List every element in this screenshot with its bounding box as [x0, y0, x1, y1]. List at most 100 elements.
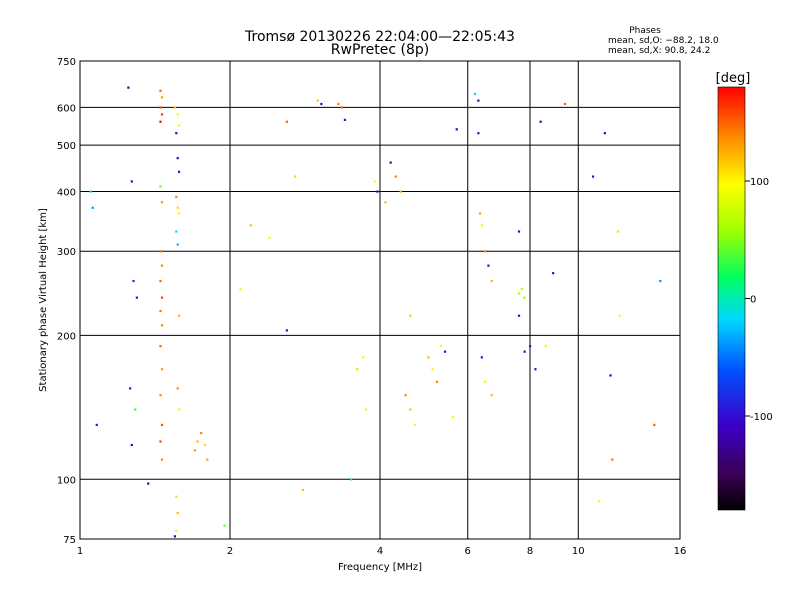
y-tick-labels: 75 100 200 300 400 500 600 750: [57, 57, 76, 546]
data-point: [177, 314, 181, 317]
data-point: [196, 440, 199, 443]
y-tick-label: 400: [57, 187, 76, 198]
data-point: [175, 195, 178, 198]
data-point: [451, 415, 455, 419]
colorbar-label: [deg]: [716, 71, 751, 86]
data-point: [409, 408, 412, 411]
data-point: [206, 458, 209, 461]
data-point: [373, 180, 376, 183]
data-point: [343, 118, 347, 122]
data-point: [517, 292, 521, 295]
data-point: [176, 243, 179, 246]
data-point: [203, 443, 206, 447]
data-point: [175, 529, 178, 533]
y-axis-label: Stationary phase Virtual Height [km]: [38, 208, 49, 392]
y-tick-label: 500: [57, 141, 76, 152]
data-point: [249, 224, 252, 227]
data-point: [239, 288, 242, 291]
chart-title: Tromsø 20130226 22:04:00—22:05:43: [244, 29, 515, 45]
data-point: [129, 387, 132, 390]
data-point: [301, 488, 305, 492]
data-point: [477, 132, 480, 135]
x-axis-label: Frequency [MHz]: [338, 562, 422, 573]
data-point: [389, 161, 392, 164]
data-point: [356, 368, 359, 371]
data-point: [95, 423, 98, 427]
data-point: [177, 170, 181, 173]
data-point: [439, 345, 443, 348]
data-point: [523, 350, 526, 353]
data-point: [160, 458, 164, 461]
data-point: [431, 368, 434, 371]
y-tick-label: 750: [57, 57, 76, 68]
data-point: [200, 431, 203, 435]
data-point: [435, 380, 438, 383]
x-tick-label: 6: [465, 546, 471, 557]
data-point: [609, 374, 612, 377]
data-point: [223, 524, 226, 527]
data-point: [160, 96, 164, 99]
data-point: [160, 423, 164, 427]
data-point: [91, 206, 94, 209]
data-point: [159, 250, 162, 253]
phase-box-line2: mean, sd,X: 90.8, 24.2: [608, 46, 710, 56]
data-point: [176, 387, 179, 390]
data-point: [159, 309, 162, 313]
data-point: [484, 250, 487, 253]
data-point: [135, 296, 138, 299]
colorbar-tick-label: 0: [750, 295, 756, 306]
data-point: [173, 535, 177, 538]
x-tick-label: 10: [572, 546, 585, 557]
data-point: [477, 99, 480, 102]
data-point: [455, 128, 458, 131]
data-point: [316, 99, 319, 102]
data-point: [159, 394, 162, 397]
data-point: [177, 408, 181, 411]
x-tick-labels: 1 2 4 6 8 10 16: [77, 546, 687, 557]
x-tick-label: 16: [674, 546, 687, 557]
data-point: [175, 230, 178, 233]
data-point: [159, 440, 162, 443]
data-point: [160, 113, 164, 116]
data-points: [89, 86, 662, 538]
data-point: [529, 345, 532, 348]
x-tick-label: 8: [527, 546, 533, 557]
data-point: [591, 175, 595, 178]
data-point: [193, 449, 197, 452]
data-point: [539, 120, 542, 123]
colorbar-ticks: 100 0 -100: [745, 177, 773, 423]
data-point: [159, 106, 162, 109]
data-point: [130, 443, 133, 447]
data-point: [552, 272, 555, 275]
grid-lines: [80, 61, 680, 539]
data-point: [177, 212, 181, 215]
data-point: [362, 356, 365, 359]
data-point: [404, 394, 407, 397]
y-tick-label: 600: [57, 103, 76, 114]
data-point: [480, 356, 483, 359]
data-point: [413, 423, 417, 427]
data-point: [409, 314, 412, 317]
data-point: [618, 314, 621, 317]
data-point: [350, 478, 353, 481]
data-point: [399, 190, 402, 193]
data-point: [544, 345, 547, 348]
data-point: [159, 185, 162, 188]
y-tick-label: 100: [57, 475, 76, 486]
data-point: [176, 206, 179, 209]
colorbar-tick-label: -100: [750, 412, 773, 423]
data-point: [160, 264, 164, 267]
data-point: [177, 124, 181, 127]
data-point: [659, 279, 662, 283]
data-point: [176, 512, 179, 515]
data-point: [159, 89, 162, 92]
data-point: [376, 190, 379, 193]
data-point: [173, 106, 177, 109]
data-point: [394, 175, 397, 178]
data-point: [384, 201, 387, 204]
data-point: [176, 157, 179, 160]
data-point: [159, 279, 162, 283]
data-point: [160, 296, 164, 299]
data-point: [340, 106, 343, 109]
